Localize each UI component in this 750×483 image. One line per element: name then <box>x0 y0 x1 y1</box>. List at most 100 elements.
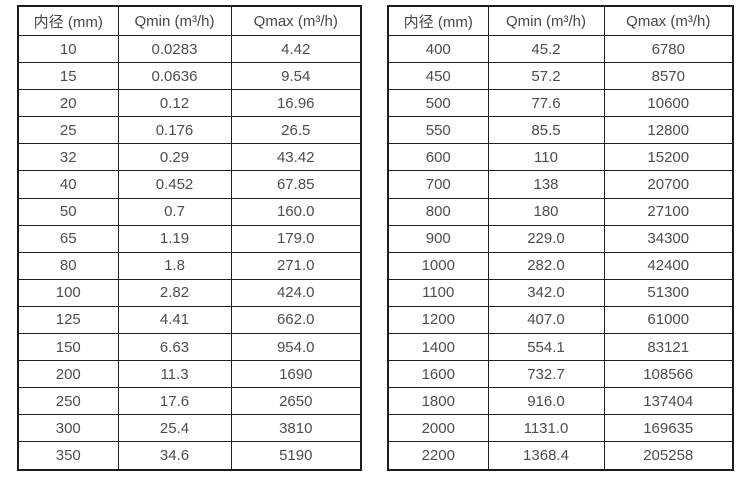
table-row: 65 1.19 179.0 <box>17 224 362 253</box>
table-cell: 0.0283 <box>117 34 232 64</box>
table-cell: 1200 <box>387 305 489 335</box>
table-cell: 800 <box>387 197 489 226</box>
table-cell: 1.8 <box>117 251 232 280</box>
table-cell: 6780 <box>603 34 734 64</box>
column-header-diameter: 内径 (mm) <box>17 5 119 36</box>
flow-spec-table-small-diameters: 内径 (mm) Qmin (m³/h) Qmax (m³/h) 10 0.0283… <box>17 5 362 471</box>
table-cell: 34300 <box>603 224 734 253</box>
table-header-row: 内径 (mm) Qmin (m³/h) Qmax (m³/h) <box>17 5 362 36</box>
table-cell: 2650 <box>230 387 362 416</box>
table-cell: 1690 <box>230 360 362 389</box>
table-cell: 0.12 <box>117 89 232 118</box>
table-body: 10 0.0283 4.42 15 0.0636 9.54 20 0.12 16.96 25 0.1… <box>17 34 362 471</box>
table-cell: 15 <box>17 62 119 91</box>
table-cell: 732.7 <box>487 360 605 389</box>
column-header-qmin: Qmin (m³/h) <box>117 5 232 36</box>
table-cell: 179.0 <box>230 224 362 253</box>
table-cell: 10 <box>17 34 119 64</box>
table-cell: 45.2 <box>487 34 605 64</box>
table-cell: 4.41 <box>117 305 232 335</box>
table-cell: 1131.0 <box>487 414 605 443</box>
table-cell: 125 <box>17 305 119 335</box>
table-cell: 16.96 <box>230 89 362 118</box>
table-row: 250 17.6 2650 <box>17 387 362 416</box>
table-cell: 20700 <box>603 170 734 199</box>
table-cell: 10600 <box>603 89 734 118</box>
table-row: 1800 916.0 137404 <box>387 387 734 416</box>
table-header-row: 内径 (mm) Qmin (m³/h) Qmax (m³/h) <box>387 5 734 36</box>
table-cell: 1600 <box>387 360 489 389</box>
table-cell: 407.0 <box>487 305 605 335</box>
table-cell: 17.6 <box>117 387 232 416</box>
column-header-qmin: Qmin (m³/h) <box>487 5 605 36</box>
table-cell: 25 <box>17 116 119 145</box>
table-row: 500 77.6 10600 <box>387 89 734 118</box>
table-cell: 1000 <box>387 251 489 280</box>
table-cell: 0.7 <box>117 197 232 226</box>
table-cell: 2.82 <box>117 278 232 307</box>
table-cell: 83121 <box>603 333 734 362</box>
table-cell: 350 <box>17 441 119 471</box>
table-row: 25 0.176 26.5 <box>17 116 362 145</box>
table-cell: 100 <box>17 278 119 307</box>
table-cell: 250 <box>17 387 119 416</box>
table-cell: 150 <box>17 333 119 362</box>
table-cell: 400 <box>387 34 489 64</box>
table-cell: 550 <box>387 116 489 145</box>
table-cell: 1800 <box>387 387 489 416</box>
table-row: 15 0.0636 9.54 <box>17 62 362 91</box>
table-cell: 40 <box>17 170 119 199</box>
table-cell: 2200 <box>387 441 489 471</box>
table-row: 2000 1131.0 169635 <box>387 414 734 443</box>
table-cell: 900 <box>387 224 489 253</box>
table-cell: 42400 <box>603 251 734 280</box>
table-cell: 6.63 <box>117 333 232 362</box>
table-cell: 0.452 <box>117 170 232 199</box>
table-row: 600 110 15200 <box>387 143 734 172</box>
table-cell: 169635 <box>603 414 734 443</box>
table-cell: 9.54 <box>230 62 362 91</box>
table-cell: 65 <box>17 224 119 253</box>
table-cell: 271.0 <box>230 251 362 280</box>
table-row: 700 138 20700 <box>387 170 734 199</box>
table-cell: 34.6 <box>117 441 232 471</box>
table-cell: 342.0 <box>487 278 605 307</box>
table-row: 550 85.5 12800 <box>387 116 734 145</box>
table-row: 200 11.3 1690 <box>17 360 362 389</box>
table-cell: 160.0 <box>230 197 362 226</box>
table-cell: 3810 <box>230 414 362 443</box>
table-cell: 85.5 <box>487 116 605 145</box>
table-cell: 80 <box>17 251 119 280</box>
table-cell: 300 <box>17 414 119 443</box>
table-cell: 229.0 <box>487 224 605 253</box>
table-cell: 67.85 <box>230 170 362 199</box>
table-row: 150 6.63 954.0 <box>17 333 362 362</box>
table-row: 900 229.0 34300 <box>387 224 734 253</box>
column-header-qmax: Qmax (m³/h) <box>603 5 734 36</box>
table-cell: 77.6 <box>487 89 605 118</box>
table-cell: 61000 <box>603 305 734 335</box>
table-cell: 110 <box>487 143 605 172</box>
table-row: 400 45.2 6780 <box>387 34 734 64</box>
table-row: 50 0.7 160.0 <box>17 197 362 226</box>
table-row: 100 2.82 424.0 <box>17 278 362 307</box>
table-row: 450 57.2 8570 <box>387 62 734 91</box>
table-cell: 27100 <box>603 197 734 226</box>
table-row: 40 0.452 67.85 <box>17 170 362 199</box>
table-cell: 0.29 <box>117 143 232 172</box>
table-cell: 50 <box>17 197 119 226</box>
table-cell: 1400 <box>387 333 489 362</box>
table-cell: 554.1 <box>487 333 605 362</box>
table-cell: 4.42 <box>230 34 362 64</box>
table-row: 1200 407.0 61000 <box>387 305 734 335</box>
table-cell: 2000 <box>387 414 489 443</box>
table-cell: 500 <box>387 89 489 118</box>
column-header-diameter: 内径 (mm) <box>387 5 489 36</box>
table-cell: 600 <box>387 143 489 172</box>
table-cell: 1.19 <box>117 224 232 253</box>
table-row: 300 25.4 3810 <box>17 414 362 443</box>
table-cell: 137404 <box>603 387 734 416</box>
table-cell: 138 <box>487 170 605 199</box>
table-row: 10 0.0283 4.42 <box>17 34 362 64</box>
flow-spec-table-large-diameters: 内径 (mm) Qmin (m³/h) Qmax (m³/h) 400 45.2 6… <box>387 5 734 471</box>
